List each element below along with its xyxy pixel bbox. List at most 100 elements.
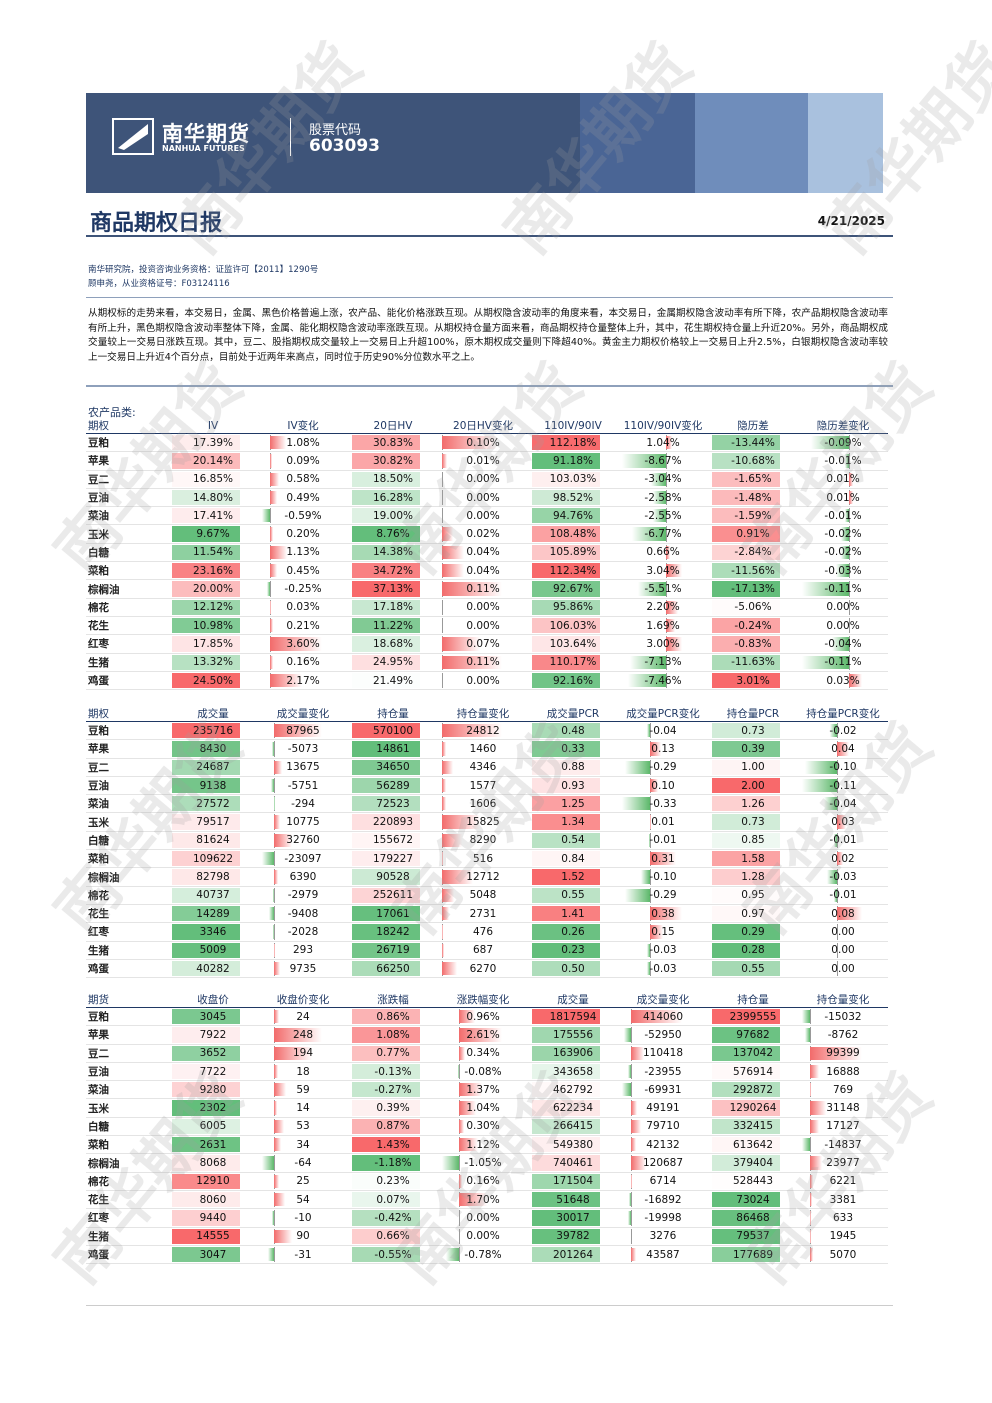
cell-text: 2.00 (741, 779, 765, 792)
cell-text: 1577 (469, 779, 497, 792)
heat-fill (172, 1173, 241, 1189)
bar-axis (836, 723, 838, 739)
data-bar (802, 1138, 810, 1152)
cell: 0.21% (258, 616, 348, 636)
cell-text: 1.13% (286, 546, 320, 559)
heat-fill (532, 905, 601, 922)
data-bar (666, 618, 676, 633)
heat-fill (352, 741, 421, 757)
cell-text: 9138 (199, 779, 227, 792)
cell: 16.28% (348, 488, 438, 508)
cell: 112.34% (528, 561, 618, 581)
cell: 175556 (528, 1025, 618, 1045)
cell: 4346 (438, 758, 528, 777)
bar-axis (274, 741, 276, 757)
cell: 108.48% (528, 524, 618, 544)
cell-text: 90 (296, 1230, 310, 1243)
heat-fill (352, 723, 421, 739)
cell-text: 白糖 (88, 1120, 109, 1133)
heat-fill (172, 526, 241, 542)
data-bar (442, 582, 502, 596)
row-label: 玉米 (86, 812, 168, 832)
cell-text: 0.11% (466, 656, 500, 669)
cell: 40737 (168, 886, 258, 905)
bar-axis (630, 1191, 632, 1208)
data-bar (271, 778, 275, 793)
heat-fill (172, 1137, 241, 1153)
heat-fill (712, 1082, 781, 1098)
cell-text: 1.41 (561, 907, 585, 920)
cell-text: 菜油 (88, 1084, 109, 1097)
cell: -0.27% (348, 1080, 438, 1100)
data-bar (266, 582, 271, 596)
cell: 2399555 (708, 1007, 798, 1027)
cell-text: 476 (472, 925, 494, 938)
cell-text: 生猪 (88, 944, 109, 957)
cell: 0.03 (798, 812, 888, 832)
cell-text: 20.14% (192, 454, 234, 467)
cell: 30017 (528, 1208, 618, 1228)
heat-fill (712, 777, 781, 794)
cell: 1.04% (438, 1098, 528, 1118)
heat-fill (352, 942, 421, 958)
cell: -69931 (618, 1080, 708, 1100)
cell-text: 14.80% (192, 491, 234, 504)
heat-fill (532, 1118, 601, 1135)
header-band (580, 93, 695, 193)
cell: -0.04 (798, 794, 888, 814)
cell: 0.00% (438, 1227, 528, 1246)
cell: -0.03% (798, 561, 888, 581)
heat-fill (352, 1045, 421, 1061)
bar-axis (274, 942, 276, 958)
cell: 0.91% (708, 524, 798, 544)
data-bar (270, 673, 302, 688)
cell: 5048 (438, 886, 528, 905)
table-row: 花生 8060 54 0.07% 1.70% 51648 -16892 73024 3381 (86, 1190, 888, 1210)
cell-text: 0.45% (286, 564, 320, 577)
cell-text: 462792 (552, 1083, 594, 1096)
cell-text: 1.00 (741, 761, 765, 774)
bar-axis (666, 453, 668, 469)
cell: 0.87% (348, 1117, 438, 1137)
heat-fill (172, 814, 241, 830)
heat-fill (352, 435, 421, 451)
row-label: 鸡蛋 (86, 671, 168, 691)
heat-fill (712, 1009, 781, 1025)
cell: 266415 (528, 1117, 618, 1137)
heat-fill (352, 851, 421, 867)
cell-text: -0.10 (829, 761, 857, 774)
cell-text: -2.84% (734, 546, 772, 559)
cell: 0.85 (708, 831, 798, 851)
heat-fill (352, 672, 421, 689)
cell: -0.78% (438, 1245, 528, 1265)
cell-text: 9.67% (196, 528, 230, 541)
cell-text: 98.52% (552, 491, 594, 504)
cell-text: 82798 (196, 871, 230, 884)
cell: -0.01% (798, 506, 888, 526)
heat-fill (172, 636, 241, 652)
cell-text: 1.08% (286, 436, 320, 449)
header-row: 期货 收盘价 收盘价变化 涨跌幅 涨跌幅变化 成交量 成交量变化 持仓量 持仓量变化 (86, 992, 888, 1008)
cell: -0.29 (618, 886, 708, 905)
heat-fill (712, 942, 781, 958)
summary: 从期权标的走势来看，本交易日，金属、黑色价格普遍上涨，农产品、能化价格涨跌互现。… (88, 308, 888, 363)
data-bar (262, 509, 271, 523)
bar-axis (649, 796, 651, 812)
cell: -23955 (618, 1062, 708, 1082)
cell-text: -0.29 (649, 889, 677, 902)
cell-text: 95.86% (552, 601, 594, 614)
bar-axis (274, 1246, 276, 1263)
row-label: 苹果 (86, 739, 168, 759)
cell-text: 豆粕 (88, 437, 109, 450)
cell-text: -7.46% (644, 674, 682, 687)
heat-fill (532, 1063, 601, 1080)
data-bar (653, 509, 667, 523)
data-bar (650, 472, 667, 486)
data-bar (442, 852, 444, 866)
cell: 3.01% (708, 671, 798, 691)
cell: 24 (258, 1007, 348, 1027)
data-bar (630, 1119, 641, 1134)
column-header: 成交量 (528, 992, 618, 1008)
cell: -10 (258, 1208, 348, 1228)
bar-axis (270, 581, 272, 597)
